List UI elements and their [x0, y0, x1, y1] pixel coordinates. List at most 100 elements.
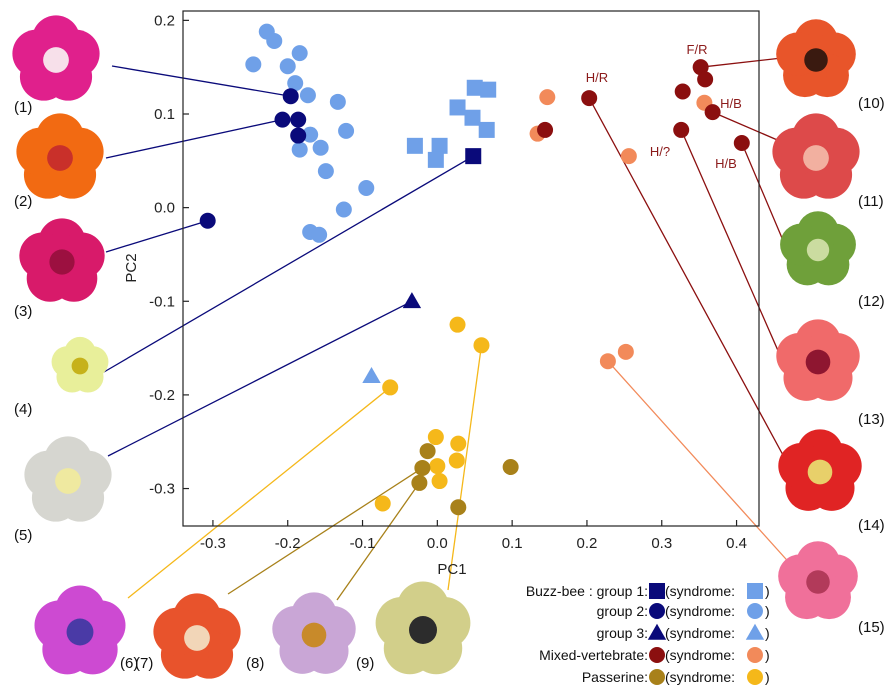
data-point: [338, 122, 355, 139]
flower-photos: (1) (2) (3) (4) (5) (6)(7) (8) (9) (10) (11) (12) (…: [12, 15, 885, 679]
data-point: [302, 126, 319, 143]
flower-center: [184, 625, 210, 651]
flower-number: (10): [858, 95, 885, 112]
flower-center: [805, 349, 831, 375]
data-point: [431, 473, 448, 490]
flower-number: (11): [858, 193, 884, 210]
legend-marker: [649, 669, 665, 685]
data-point: [266, 32, 283, 49]
data-point: [290, 127, 307, 144]
data-point: [450, 435, 467, 452]
flower-photo-6: [34, 585, 126, 675]
data-point: [290, 111, 307, 128]
legend-label: Mixed-vertebrate:: [539, 647, 648, 663]
x-tick-label: -0.3: [200, 535, 226, 552]
y-tick-label: -0.2: [149, 387, 175, 404]
legend: Buzz-bee : group 1: (syndrome:) group 2: (s…: [526, 583, 770, 685]
flower-photo-7: [153, 593, 241, 679]
legend-marker: [649, 603, 665, 619]
flower-center: [43, 47, 69, 73]
flower-photo-13: [776, 319, 860, 401]
x-axis-title: PC1: [437, 561, 466, 578]
flower-number: (2): [14, 193, 32, 210]
data-point: [406, 137, 423, 154]
legend-syndrome-prefix: (syndrome:: [665, 647, 735, 663]
connector-line: [227, 467, 423, 595]
flower-number: (12): [858, 293, 885, 310]
data-point: [464, 109, 481, 126]
flower-center: [804, 48, 828, 72]
flower-number: (6): [120, 655, 138, 672]
flower-photo-3: [19, 218, 105, 302]
data-point: [374, 495, 391, 512]
y-tick-label: 0.1: [154, 106, 175, 123]
y-tick-label: 0.2: [154, 12, 175, 29]
legend-label: group 2:: [597, 603, 648, 619]
legend-marker: [647, 623, 667, 640]
flower-number: (9): [356, 655, 374, 672]
data-point: [466, 79, 483, 96]
data-point: [287, 75, 304, 92]
flower-number: (4): [14, 401, 32, 418]
data-point: [282, 88, 299, 105]
legend-syndrome-prefix: (syndrome:: [665, 583, 735, 599]
flower-photo-15: [778, 541, 858, 620]
flower-photo-11: [772, 113, 860, 199]
legend-syndrome-marker: [747, 603, 763, 619]
legend-syndrome-prefix: (syndrome:: [665, 669, 735, 685]
data-point: [335, 201, 352, 218]
series-mv: [537, 59, 750, 152]
flower-number: (13): [858, 411, 885, 428]
flower-center: [49, 249, 75, 275]
legend-syndrome-suffix: ): [765, 647, 770, 663]
data-point: [279, 58, 296, 75]
data-point: [402, 292, 422, 309]
data-point: [448, 452, 465, 469]
axis-ticks: -0.3 -0.2 -0.1 0.0 0.1 0.2 0.3 0.4 0.2 0.1 0.0 -0.1…: [149, 12, 747, 552]
flower-number: (8): [246, 655, 264, 672]
y-tick-label: -0.1: [149, 293, 175, 310]
flower-number: (1): [14, 99, 32, 116]
flower-number: (15): [858, 619, 885, 636]
connector-line: [700, 57, 783, 68]
flower-photo-1: [12, 15, 100, 101]
connector-line: [447, 345, 483, 591]
data-point: [449, 99, 466, 116]
series-mv_syn: [529, 89, 713, 370]
annotation-label: H/B: [715, 156, 737, 171]
data-point: [692, 59, 709, 76]
connector-line: [336, 482, 420, 601]
connector-line: [105, 118, 283, 159]
flower-center: [66, 618, 94, 646]
data-point: [449, 316, 466, 333]
x-tick-label: 0.3: [651, 535, 672, 552]
data-point: [599, 353, 616, 370]
flower-center: [803, 145, 829, 171]
data-point: [311, 226, 328, 243]
flower-number: (3): [14, 303, 32, 320]
data-point: [419, 443, 436, 460]
data-point: [674, 83, 691, 100]
legend-syndrome-suffix: ): [765, 669, 770, 685]
flower-number: (5): [14, 527, 32, 544]
flower-photo-8: [272, 592, 356, 674]
flower-center: [71, 357, 89, 375]
flower-center: [806, 570, 830, 594]
annotations: F/R H/R H/B H/? H/B: [586, 42, 742, 171]
data-point: [411, 474, 428, 491]
flower-photo-9: [375, 581, 471, 675]
flower-center: [47, 145, 73, 171]
data-point: [733, 135, 750, 152]
data-point: [291, 141, 308, 158]
flower-photo-14: [778, 429, 862, 511]
x-tick-label: -0.1: [350, 535, 376, 552]
legend-syndrome-suffix: ): [765, 583, 770, 599]
flower-center: [807, 459, 833, 485]
data-point: [382, 379, 399, 396]
legend-syndrome-prefix: (syndrome:: [665, 625, 735, 641]
connector-line: [741, 142, 783, 239]
data-point: [427, 151, 444, 168]
legend-syndrome-suffix: ): [765, 625, 770, 641]
flower-connector-lines: [103, 57, 795, 601]
legend-syndrome-suffix: ): [765, 603, 770, 619]
